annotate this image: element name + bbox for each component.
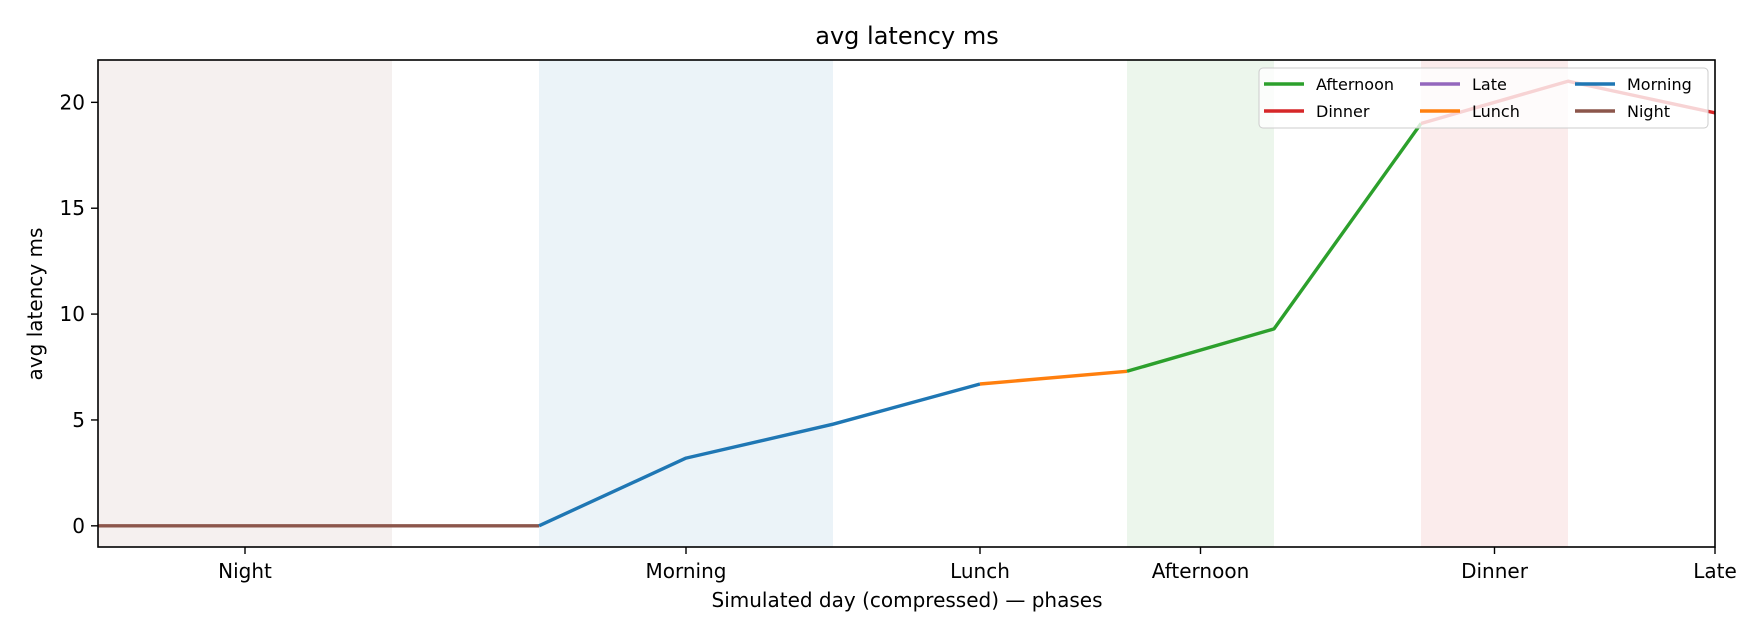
phase-band-3: [1421, 60, 1568, 547]
legend: Afternoon Late Morning Dinner Lunch Night: [1258, 67, 1709, 129]
x-tick-label: Late: [1693, 559, 1737, 583]
legend-label-dinner: Dinner: [1316, 102, 1370, 121]
legend-label-afternoon: Afternoon: [1316, 75, 1394, 94]
legend-label-night: Night: [1627, 102, 1670, 121]
y-tick-label: 5: [72, 408, 85, 432]
phase-bands: [98, 60, 1568, 547]
legend-label-morning: Morning: [1627, 75, 1692, 94]
chart-title: avg latency ms: [815, 22, 998, 50]
y-axis-label: avg latency ms: [23, 228, 47, 381]
legend-label-late: Late: [1472, 75, 1507, 94]
x-axis-label: Simulated day (compressed) — phases: [712, 588, 1103, 612]
phase-band-1: [539, 60, 833, 547]
y-tick-label: 15: [60, 196, 85, 220]
axes: [97, 59, 1716, 548]
phase-band-2: [1127, 60, 1274, 547]
plot-frame: [97, 59, 1716, 548]
series-line-afternoon: [1126, 122, 1423, 373]
y-tick-label: 20: [60, 90, 85, 114]
series-line-morning: [538, 382, 981, 528]
legend-label-lunch: Lunch: [1472, 102, 1520, 121]
phase-band-0: [98, 60, 392, 547]
x-tick-label: Lunch: [950, 559, 1010, 583]
y-tick-label: 10: [60, 302, 85, 326]
x-tick-label: Night: [218, 559, 272, 583]
series-line-lunch: [979, 369, 1128, 386]
ticks: 0 5 10 15 20 Night Morning Lunch Afternoon Dinner…: [60, 90, 1737, 583]
x-tick-label: Morning: [646, 559, 727, 583]
x-tick-label: Afternoon: [1152, 559, 1250, 583]
y-tick-label: 0: [72, 514, 85, 538]
x-tick-label: Dinner: [1461, 559, 1529, 583]
